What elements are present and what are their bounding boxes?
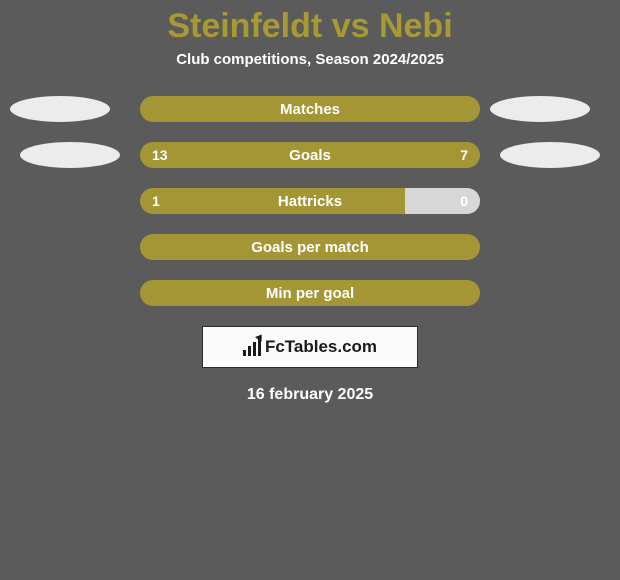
stat-track: [140, 142, 480, 168]
ellipse-icon: [10, 96, 110, 122]
stat-track: [140, 96, 480, 122]
stat-value-left: 13: [152, 147, 168, 163]
side-ellipse: [10, 96, 110, 122]
stat-row: Matches: [140, 96, 480, 122]
comparison-infographic: Steinfeldt vs Nebi Club competitions, Se…: [0, 0, 620, 580]
side-ellipse: [490, 96, 590, 122]
bars-chart-icon: [243, 338, 261, 356]
stat-row: Goals per match: [140, 234, 480, 260]
side-ellipse: [500, 142, 600, 168]
page-title: Steinfeldt vs Nebi: [0, 0, 620, 45]
ellipse-icon: [20, 142, 120, 168]
date-text: 16 february 2025: [0, 386, 620, 404]
stat-value-right: 0: [460, 193, 468, 209]
stat-fill-right: [405, 188, 480, 214]
subtitle: Club competitions, Season 2024/2025: [0, 51, 620, 68]
player1-name: Steinfeldt: [167, 7, 322, 45]
ellipse-icon: [490, 96, 590, 122]
ellipse-icon: [500, 142, 600, 168]
player2-name: Nebi: [379, 7, 453, 45]
logo-inner: FcTables.com: [243, 337, 377, 357]
stat-row: Hattricks10: [140, 188, 480, 214]
stat-track: [140, 234, 480, 260]
logo-box: FcTables.com: [202, 326, 418, 368]
stats-container: MatchesGoals137Hattricks10Goals per matc…: [0, 96, 620, 306]
logo-text: FcTables.com: [265, 337, 377, 357]
side-ellipse: [20, 142, 120, 168]
stat-row: Goals137: [140, 142, 480, 168]
stat-value-left: 1: [152, 193, 160, 209]
stat-value-right: 7: [460, 147, 468, 163]
stat-row: Min per goal: [140, 280, 480, 306]
stat-track: [140, 280, 480, 306]
vs-text: vs: [332, 7, 370, 45]
